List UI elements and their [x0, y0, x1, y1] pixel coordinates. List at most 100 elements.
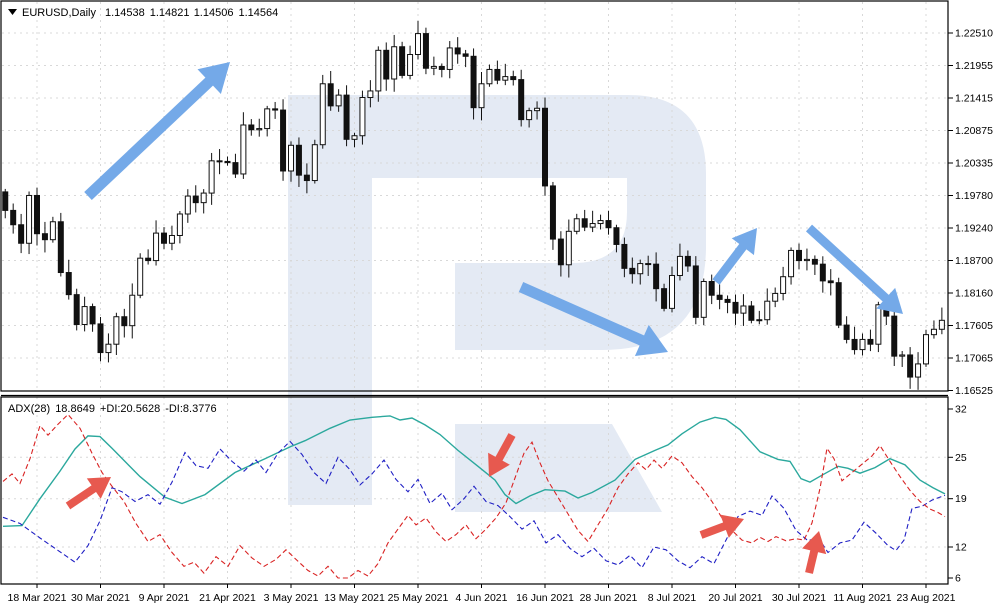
bear-candle [216, 160, 223, 163]
bull-candle [669, 275, 675, 309]
bear-candle [248, 124, 255, 131]
date-axis-label: 3 May 2021 [264, 592, 319, 604]
bull-candle [589, 223, 596, 228]
bull-candle [407, 54, 414, 76]
bear-candle [661, 288, 668, 309]
bull-candle [534, 107, 541, 112]
price-axis-label: 1.19780 [955, 190, 993, 202]
bear-candle [73, 294, 80, 325]
bull-candle [486, 68, 493, 85]
bull-candle [788, 249, 795, 278]
date-axis-label: 28 Jun 2021 [580, 592, 638, 604]
bear-candle [462, 53, 469, 57]
watermark-logo-stem [288, 95, 372, 505]
quote-text: EURUSD,Daily 1.14538 1.14821 1.14506 1.14564 [22, 7, 278, 19]
price-axis-label: 1.21955 [955, 60, 993, 72]
signal-arrow-right-head [720, 514, 744, 538]
date-axis-label: 23 Aug 2021 [897, 592, 956, 604]
symbol-dropdown-icon[interactable] [8, 9, 17, 15]
bull-candle [803, 258, 810, 262]
bull-candle [740, 305, 747, 314]
bull-candle [137, 257, 144, 296]
bull-candle [415, 33, 421, 56]
bull-candle [772, 292, 779, 302]
broker-watermark-logo [288, 95, 706, 512]
signal-arrow-up-right-head [86, 477, 111, 499]
bear-candle [89, 306, 96, 325]
signal-arrow-down-left-shaft [494, 433, 516, 463]
date-axis-label: 18 Mar 2021 [8, 592, 67, 604]
bull-candle [780, 276, 787, 294]
bull-candle [129, 294, 136, 327]
bear-candle [549, 185, 556, 240]
indicator-axis-label: 12 [955, 542, 967, 554]
signal-arrow-down-left-head [488, 452, 510, 477]
bull-candle [26, 194, 33, 244]
bear-candle [10, 209, 17, 226]
bull-candle [264, 108, 271, 130]
indicator-header: ADX(28) 18.8649 +DI:20.5628 -DI:8.3776 [8, 403, 217, 415]
bull-candle [81, 306, 88, 325]
indicator-axis-label: 25 [955, 452, 967, 464]
trend-arrow-up-head [197, 62, 230, 95]
bear-candle [891, 315, 898, 357]
bear-candle [65, 272, 72, 296]
price-axis-label: 1.20335 [955, 158, 993, 170]
bear-candle [34, 194, 40, 235]
bear-candle [280, 109, 287, 172]
price-axis-label: 1.19240 [955, 223, 993, 235]
bear-candle [518, 79, 525, 121]
bear-candle [907, 354, 914, 378]
bull-candle [367, 90, 374, 99]
bear-candle [18, 224, 25, 244]
date-axis-label: 20 Jul 2021 [708, 592, 762, 604]
bear-candle [399, 46, 406, 76]
signal-arrow-up-head [802, 531, 827, 555]
bull-candle [359, 97, 366, 137]
bear-candle [867, 338, 874, 345]
plus-di-line [2, 440, 946, 569]
bear-candle [724, 298, 731, 303]
date-axis-label: 21 Apr 2021 [199, 592, 256, 604]
bear-candle [796, 249, 802, 262]
bear-candle [835, 282, 842, 326]
indicator-panel-border [0, 396, 949, 585]
bull-candle [184, 195, 191, 215]
bull-candle [375, 49, 382, 92]
minus-di-line [2, 413, 946, 579]
bull-candle [478, 83, 485, 109]
symbol-period-label: EURUSD,Daily [22, 7, 96, 19]
price-axis-label: 1.18160 [955, 288, 993, 300]
bull-candle [502, 76, 509, 81]
price-axis-label: 1.21415 [955, 93, 993, 105]
quote-low: 1.14506 [194, 7, 234, 19]
price-axis-label: 1.17065 [955, 353, 993, 365]
bull-candle [176, 213, 183, 236]
bull-candle [565, 230, 572, 266]
trend-arrow-down-shaft [805, 224, 891, 303]
candlestick-series [2, 20, 945, 390]
signal-arrow-right-shaft [699, 521, 728, 539]
bear-candle [295, 144, 302, 176]
indicator-adx-value: 18.8649 [55, 403, 95, 415]
bear-candle [629, 267, 636, 275]
bear-candle [581, 218, 588, 228]
bear-candle [161, 232, 167, 244]
bull-candle [256, 128, 263, 131]
bull-candle [446, 47, 453, 70]
bear-candle [708, 280, 715, 296]
bull-candle [430, 65, 437, 69]
bear-candle [732, 301, 739, 314]
quote-close: 1.14564 [238, 7, 278, 19]
bear-candle [438, 65, 445, 70]
bull-candle [859, 338, 866, 351]
bull-candle [526, 110, 533, 121]
bear-candle [613, 227, 620, 245]
indicator-name: ADX(28) [8, 403, 50, 415]
bull-candle [923, 334, 929, 365]
date-axis-label: 30 Mar 2021 [71, 592, 130, 604]
bear-candle [97, 323, 104, 354]
bull-candle [391, 46, 398, 80]
